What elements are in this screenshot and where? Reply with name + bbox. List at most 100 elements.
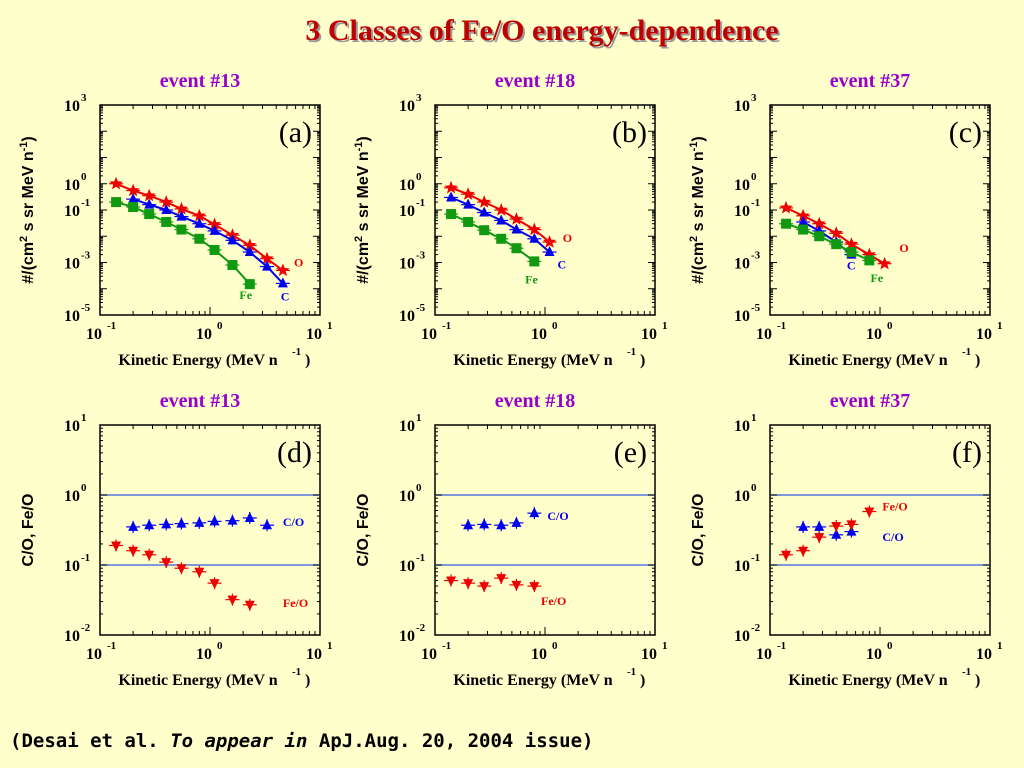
- data-point: [244, 600, 255, 611]
- data-point: [496, 233, 507, 244]
- y-tick-label: 10: [734, 256, 750, 273]
- data-point: [276, 263, 290, 277]
- y-tick-exponent: 0: [751, 482, 757, 494]
- x-tick-label: 10: [196, 646, 212, 663]
- data-point: [527, 222, 541, 236]
- y-tick-label: 10: [399, 177, 415, 194]
- data-point: [260, 251, 274, 265]
- x-tick-exponent: 0: [887, 320, 893, 332]
- y-tick-label: 10: [399, 488, 415, 505]
- data-point: [227, 260, 238, 271]
- data-point: [463, 216, 474, 227]
- y-tick-exponent: -1: [416, 552, 425, 564]
- y-tick-exponent: 0: [81, 482, 87, 494]
- series-label: Fe: [239, 288, 252, 302]
- y-tick-label: 10: [734, 628, 750, 645]
- y-axis-label-group: C/O, Fe/O: [690, 494, 707, 567]
- x-tick-exponent: 1: [327, 320, 333, 332]
- data-point: [779, 200, 793, 214]
- data-point: [542, 235, 557, 248]
- data-point: [111, 541, 122, 552]
- y-tick-exponent: -1: [751, 552, 760, 564]
- data-point: [111, 197, 122, 208]
- y-axis-label: C/O, Fe/O: [355, 494, 372, 567]
- y-tick-exponent: -5: [81, 302, 91, 314]
- x-axis-label-exponent: -1: [627, 346, 636, 358]
- panel-b: event #18 10 -1 10 0 10 1 10 3 10 0 10 -1 10 -3 10 -5 Kin…: [350, 70, 685, 390]
- y-axis-label-part: s sr MeV n: [355, 151, 372, 235]
- panel-letter: (b): [612, 116, 647, 149]
- event-title: event #37: [830, 390, 911, 412]
- y-axis-label-part: #/(cm: [20, 242, 37, 284]
- x-axis-label-close: ): [975, 672, 980, 689]
- data-point: [128, 202, 139, 213]
- series-label: O: [563, 231, 572, 245]
- data-point: [829, 226, 843, 239]
- y-tick-label: 10: [399, 256, 415, 273]
- data-point: [814, 231, 825, 242]
- y-axis-label-group: #/(cm2 s sr MeV n-1): [688, 136, 707, 284]
- x-tick-label: 10: [421, 646, 437, 663]
- y-tick-exponent: 1: [81, 412, 87, 424]
- y-tick-exponent: -3: [416, 250, 426, 262]
- data-point: [227, 514, 238, 525]
- data-point: [846, 520, 857, 531]
- y-axis-label-part: s sr MeV n: [20, 151, 37, 235]
- data-point: [496, 519, 507, 530]
- y-axis-label-part: #/(cm: [355, 242, 372, 284]
- y-tick-label: 10: [734, 308, 750, 325]
- x-tick-label: 10: [756, 646, 772, 663]
- x-tick-exponent: 0: [217, 640, 223, 652]
- data-point: [209, 579, 220, 590]
- data-point: [862, 247, 876, 261]
- series-label: Fe/O: [882, 500, 907, 514]
- x-axis-label: Kinetic Energy (MeV n: [788, 352, 947, 369]
- x-tick-exponent: 0: [552, 640, 558, 652]
- y-axis-label-part: ): [355, 136, 372, 141]
- y-tick-label: 10: [399, 203, 415, 220]
- x-tick-exponent: 1: [662, 640, 668, 652]
- data-point: [529, 256, 540, 267]
- x-tick-exponent: -1: [107, 320, 116, 332]
- y-tick-exponent: 1: [751, 412, 757, 424]
- citation-suffix: ApJ.Aug. 20, 2004 issue): [318, 730, 594, 752]
- data-point: [192, 208, 206, 222]
- citation: (Desai et al. To appear in ApJ.Aug. 20, …: [10, 730, 593, 752]
- panel-letter: (d): [277, 436, 312, 469]
- y-tick-label: 10: [64, 177, 80, 194]
- series-line: [132, 198, 284, 285]
- data-point: [846, 247, 857, 258]
- y-axis-label-part: -1: [18, 142, 30, 152]
- event-title: event #18: [495, 70, 576, 92]
- y-tick-label: 10: [64, 98, 80, 115]
- data-point: [159, 195, 173, 208]
- data-point: [511, 516, 522, 527]
- slide-title: 3 Classes of Fe/O energy-dependence: [305, 14, 779, 47]
- y-axis-label-part: ): [20, 136, 37, 141]
- y-tick-label: 10: [734, 98, 750, 115]
- data-point: [444, 180, 458, 194]
- series-fe-o: Fe/O: [109, 539, 308, 611]
- x-tick-exponent: 0: [887, 640, 893, 652]
- y-axis-label: #/(cm2 s sr MeV n-1): [18, 136, 37, 284]
- series-label: C: [558, 257, 567, 271]
- panel-letter: (f): [952, 436, 982, 469]
- series-label: O: [294, 256, 303, 270]
- panel-c: event #37 10 -1 10 0 10 1 10 3 10 0 10 -1 10 -3 10 -5 Kin…: [685, 70, 1020, 390]
- data-point: [798, 546, 809, 557]
- event-title: event #18: [495, 390, 576, 412]
- series-label: Fe: [525, 272, 538, 286]
- series-label: C/O: [283, 515, 304, 529]
- x-tick-exponent: -1: [107, 640, 116, 652]
- y-tick-label: 10: [64, 488, 80, 505]
- data-point: [128, 193, 139, 204]
- data-point: [831, 239, 842, 250]
- x-tick-label: 10: [976, 646, 992, 663]
- data-point: [494, 203, 508, 216]
- x-axis-label-close: ): [305, 672, 310, 689]
- data-point: [209, 224, 220, 235]
